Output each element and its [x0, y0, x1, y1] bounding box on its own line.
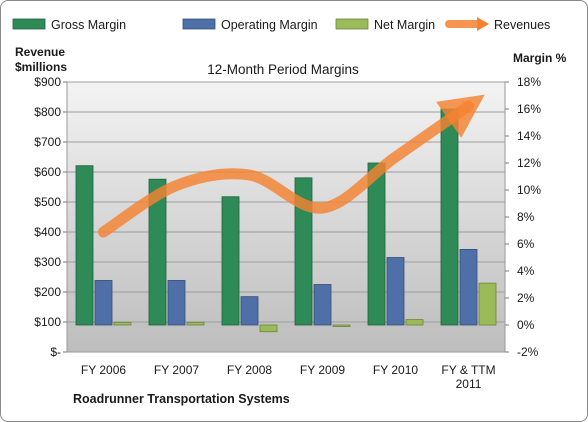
bar-gross-margin — [294, 177, 313, 326]
bar-net-margin — [405, 319, 424, 326]
revenue-line — [98, 94, 485, 238]
legend: Gross Margin Operating Margin Net Margin Re… — [12, 17, 550, 32]
left-tick-label: $200 — [34, 285, 61, 299]
category-label: 2011 — [456, 377, 482, 391]
category-label: FY 2010 — [373, 363, 418, 377]
right-tick-label: 8% — [517, 210, 535, 224]
right-tick-label: 14% — [517, 129, 541, 143]
bars — [75, 108, 497, 333]
revenue-line-layer — [98, 94, 485, 238]
legend-swatch — [182, 18, 216, 30]
bar-operating-margin — [240, 296, 259, 326]
bar-gross-margin — [75, 165, 94, 326]
left-axis-title-line1: Revenue — [15, 45, 65, 59]
bar-operating-margin — [459, 248, 478, 326]
left-tick-label: $900 — [34, 75, 61, 89]
legend-label: Gross Margin — [51, 18, 126, 32]
grid-lines — [67, 81, 505, 323]
right-tick-label: 10% — [517, 183, 541, 197]
left-tick-label: $500 — [34, 195, 61, 209]
right-tick-label: 12% — [517, 156, 541, 170]
category-label: FY 2006 — [81, 363, 126, 377]
bar-gross-margin — [221, 196, 240, 326]
left-tick-label: $700 — [34, 135, 61, 149]
left-axis-title-line2: $millions — [15, 60, 67, 74]
legend-label: Operating Margin — [221, 18, 318, 32]
left-tick-label: $400 — [34, 225, 61, 239]
bar-operating-margin — [167, 280, 186, 326]
bar-gross-margin — [440, 108, 459, 326]
category-label: FY 2008 — [227, 363, 272, 377]
bar-operating-margin — [94, 280, 113, 326]
right-axis-title: Margin % — [513, 51, 567, 65]
category-label: FY 2009 — [300, 363, 345, 377]
left-tick-label: $- — [50, 345, 61, 359]
bar-gross-margin — [148, 178, 167, 326]
legend-swatch — [12, 18, 46, 30]
axes: $- $100 $200 $300 $400 $500 $600 $700 $800 $900 -2… — [34, 75, 541, 391]
left-tick-label: $600 — [34, 165, 61, 179]
left-tick-label: $100 — [34, 315, 61, 329]
right-tick-label: 16% — [517, 102, 541, 116]
bar-gross-margin — [367, 162, 386, 326]
right-tick-label: 2% — [517, 291, 535, 305]
chart-title: 12-Month Period Margins — [207, 62, 359, 77]
legend-arrow — [477, 17, 489, 31]
bar-operating-margin — [313, 284, 332, 326]
chart-footer: Roadrunner Transportation Systems — [73, 392, 290, 406]
bar-net-margin — [332, 324, 351, 327]
right-tick-label: 6% — [517, 237, 535, 251]
bar-net-margin — [259, 324, 278, 333]
legend-label: Revenues — [494, 18, 550, 32]
left-tick-label: $800 — [34, 105, 61, 119]
right-tick-label: 0% — [517, 318, 535, 332]
bar-net-margin — [478, 282, 497, 326]
bar-net-margin — [113, 321, 132, 326]
category-label: FY 2007 — [154, 363, 199, 377]
legend-label: Net Margin — [374, 18, 435, 32]
legend-swatch — [335, 18, 369, 30]
right-tick-label: 18% — [517, 75, 541, 89]
category-label: FY & TTM — [441, 363, 495, 377]
left-tick-label: $300 — [34, 255, 61, 269]
bar-net-margin — [186, 321, 205, 326]
right-tick-label: -2% — [517, 345, 539, 359]
bar-operating-margin — [386, 257, 405, 326]
right-tick-label: 4% — [517, 264, 535, 278]
